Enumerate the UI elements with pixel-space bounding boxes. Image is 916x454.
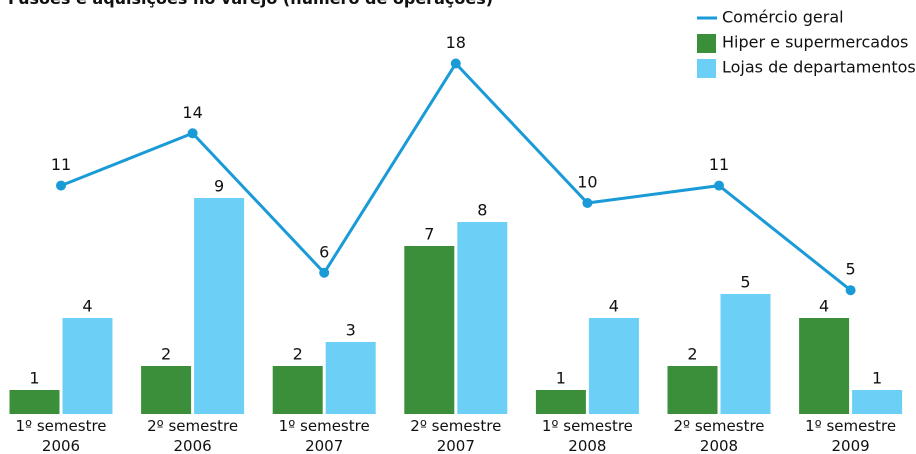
data-label: 9 — [214, 177, 224, 196]
data-label: 5 — [846, 260, 856, 279]
x-tick-label: 1º semestre 2009 — [805, 417, 897, 454]
data-label: 8 — [477, 201, 487, 220]
bar — [404, 246, 455, 414]
data-label: 7 — [424, 225, 434, 244]
bar — [325, 342, 376, 414]
line-point — [450, 58, 461, 69]
x-tick-label: 2º semestre 2008 — [673, 417, 765, 454]
bar — [667, 366, 718, 414]
bar — [141, 366, 192, 414]
x-tick-label: 1º semestre 2006 — [15, 417, 107, 454]
legend-swatch — [697, 34, 716, 53]
bar — [9, 390, 60, 414]
data-label: 2 — [687, 345, 697, 364]
x-tick-label: 1º semestre 2008 — [541, 417, 633, 454]
x-tick-label: 2º semestre 2006 — [147, 417, 239, 454]
data-label: 2 — [293, 345, 303, 364]
bar — [535, 390, 586, 414]
data-label: 11 — [51, 155, 71, 174]
legend-swatch — [697, 59, 716, 78]
bar — [588, 318, 639, 414]
data-label: 14 — [182, 103, 202, 122]
chart-title: Fusões e aquisições no varejo (número de… — [8, 0, 493, 8]
line-point — [56, 180, 66, 191]
bar — [272, 366, 323, 414]
bar — [194, 198, 245, 414]
data-label: 10 — [577, 173, 597, 192]
line — [60, 61, 852, 292]
bar — [62, 318, 113, 414]
line-point — [319, 267, 330, 278]
x-tick-label: 1º semestre 2007 — [278, 417, 370, 454]
data-label: 2 — [161, 345, 171, 364]
data-label: 18 — [446, 33, 466, 52]
line-point — [187, 128, 198, 139]
data-label: 4 — [609, 297, 619, 316]
line-point — [582, 198, 593, 209]
legend-label: Hiper e supermercados — [722, 33, 908, 52]
line-point — [714, 180, 724, 191]
bar — [799, 318, 850, 414]
bar — [720, 294, 771, 414]
data-label: 1 — [29, 369, 39, 388]
data-label: 5 — [740, 273, 750, 292]
bar — [852, 390, 903, 414]
data-label: 4 — [82, 297, 92, 316]
legend-label: Comércio geral — [722, 8, 844, 27]
line-point — [845, 285, 856, 296]
data-label: 11 — [709, 155, 729, 174]
data-label: 1 — [872, 369, 882, 388]
data-label: 3 — [346, 321, 356, 340]
data-label: 6 — [319, 242, 329, 261]
legend-label: Lojas de departamentos — [722, 58, 916, 77]
x-tick-label: 2º semestre 2007 — [410, 417, 502, 454]
bar — [457, 222, 508, 414]
data-label: 4 — [819, 297, 829, 316]
data-label: 1 — [556, 369, 566, 388]
